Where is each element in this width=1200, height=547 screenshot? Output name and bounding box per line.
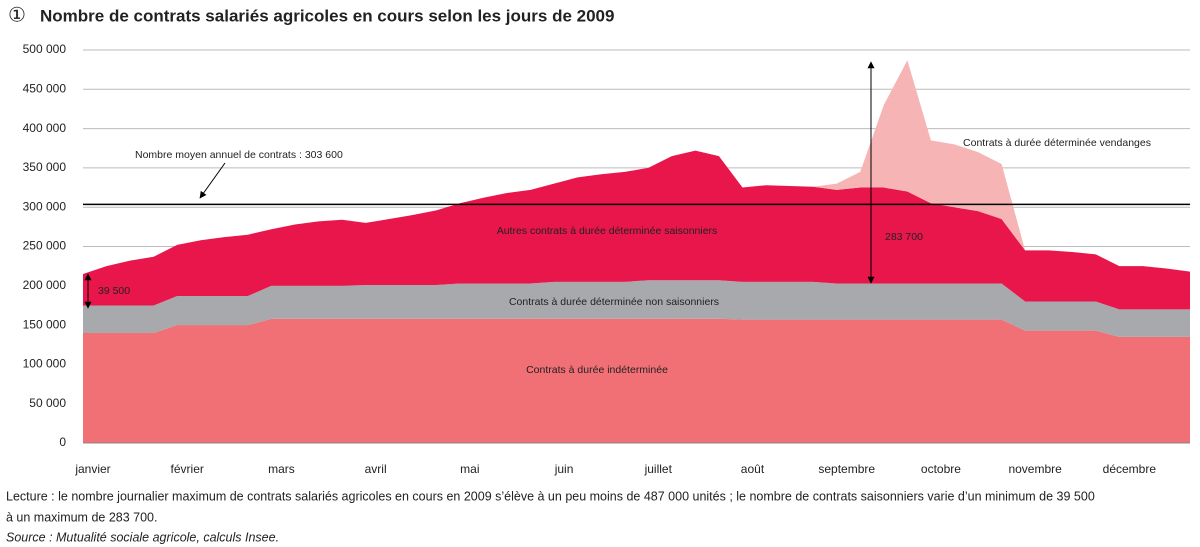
area [83, 60, 1190, 275]
series-label: Contrats à durée déterminée vendanges [963, 137, 1151, 149]
y-tick-label: 450 000 [23, 81, 67, 95]
x-tick-label: mars [268, 462, 295, 476]
y-tick-label: 350 000 [23, 160, 67, 174]
y-tick-label: 100 000 [23, 357, 67, 371]
x-tick-label: avril [365, 462, 387, 476]
x-tick-label: juin [554, 462, 574, 476]
y-tick-label: 0 [59, 435, 66, 449]
area [83, 280, 1190, 337]
x-tick-label: octobre [921, 462, 961, 476]
y-tick-label: 300 000 [23, 199, 67, 213]
x-tick-label: décembre [1103, 462, 1157, 476]
annotation: 39 500 [98, 285, 130, 297]
area [83, 318, 1190, 443]
x-tick-label: novembre [1008, 462, 1062, 476]
area [83, 150, 1190, 310]
source: Source : Mutualité sociale agricole, cal… [6, 530, 279, 544]
note: Lecture : le nombre journalier maximum d… [6, 489, 1095, 503]
y-tick-label: 250 000 [23, 239, 67, 253]
x-tick-label: septembre [818, 462, 875, 476]
annotation: 283 700 [885, 231, 923, 243]
x-tick-label: février [171, 462, 204, 476]
note: à un maximum de 283 700. [6, 510, 157, 524]
y-tick-label: 200 000 [23, 278, 67, 292]
series-label: Contrats à durée déterminée non saisonni… [509, 296, 719, 308]
x-tick-label: août [741, 462, 765, 476]
mean-label: Nombre moyen annuel de contrats : 303 60… [135, 149, 343, 161]
series-label: Contrats à durée indéterminée [526, 364, 668, 376]
x-tick-label: janvier [74, 462, 110, 476]
x-tick-label: mai [460, 462, 479, 476]
chart-number: ① [8, 4, 26, 26]
y-tick-label: 400 000 [23, 121, 67, 135]
x-tick-label: juillet [644, 462, 673, 476]
y-tick-label: 150 000 [23, 317, 67, 331]
chart-title: Nombre de contrats salariés agricoles en… [40, 6, 614, 25]
y-tick-label: 500 000 [23, 42, 67, 56]
arrow [199, 162, 226, 199]
y-tick-label: 50 000 [29, 396, 66, 410]
series-label: Autres contrats à durée déterminée saiso… [497, 225, 718, 237]
